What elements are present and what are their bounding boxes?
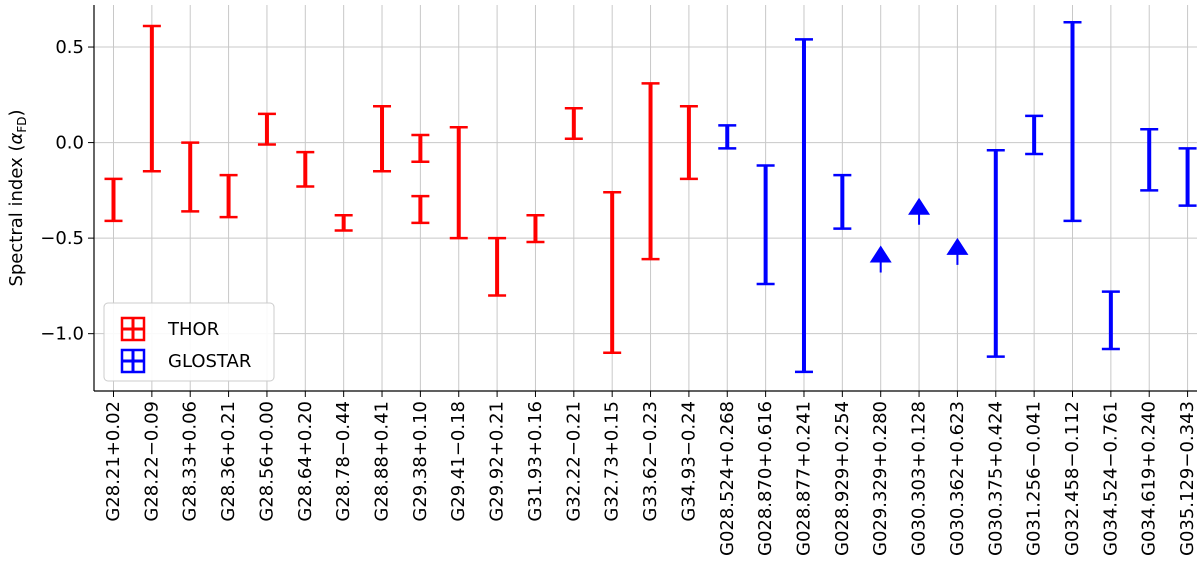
data-marks: [104, 20, 1197, 374]
x-tick-label: G034.524−0.761: [1100, 401, 1121, 556]
error-bar: [986, 148, 1005, 358]
x-tick-label: G030.303+0.128: [909, 401, 930, 556]
x-tick-label: G28.88+0.41: [372, 401, 393, 522]
y-axis-title-subscript: FD: [15, 116, 29, 132]
error-bar: [526, 213, 545, 244]
x-tick-label: G33.62−0.23: [640, 401, 661, 522]
error-bar: [104, 177, 123, 223]
legend-thor-label: THOR: [167, 319, 219, 340]
legend-thor-marker: [120, 316, 146, 342]
error-bar: [564, 106, 583, 141]
y-tick-label: −0.5: [40, 228, 84, 249]
error-bar: [219, 173, 238, 219]
x-tick-label: G032.458−0.112: [1062, 401, 1083, 556]
error-bar: [1063, 20, 1082, 223]
x-tick-label: G31.93+0.16: [525, 401, 546, 522]
error-bar: [756, 164, 775, 286]
error-bar: [373, 105, 392, 173]
x-tick-label: G29.41−0.18: [448, 401, 469, 522]
y-tick-label: −1.0: [40, 324, 84, 345]
legend: THOR GLOSTAR: [103, 302, 275, 382]
error-bar: [1101, 290, 1120, 351]
x-tick-label: G029.329+0.280: [870, 401, 891, 556]
y-axis-title-close: ): [6, 109, 27, 116]
error-bar: [1140, 127, 1159, 192]
error-bar: [142, 24, 161, 173]
x-tick-label: G34.93−0.24: [678, 401, 699, 522]
y-axis-title: Spectral index (αFD): [6, 109, 29, 286]
error-bar: [603, 191, 622, 355]
axes: [93, 5, 1197, 392]
x-tick-label: G28.22−0.09: [141, 401, 162, 522]
y-axis-title-symbol: α: [6, 133, 27, 145]
error-bar: [411, 194, 430, 225]
error-bar: [679, 105, 698, 181]
error-bar: [257, 112, 276, 146]
x-tick-label: G29.92+0.21: [487, 401, 508, 522]
error-bar: [296, 150, 315, 188]
x-tick-label: G29.38+0.10: [410, 401, 431, 522]
legend-glostar-marker: [120, 348, 146, 374]
error-bar: [1025, 114, 1044, 156]
x-tick-label: G32.73+0.15: [602, 401, 623, 522]
x-tick-label: G035.129−0.343: [1177, 401, 1198, 556]
x-tick-label: G28.78−0.44: [333, 401, 354, 522]
x-tick-label: G028.929+0.254: [832, 401, 853, 556]
x-tick-label: G030.362+0.623: [947, 401, 968, 556]
error-bar: [1178, 147, 1197, 207]
x-tick-label: G028.870+0.616: [755, 401, 776, 556]
lower-limit-arrowhead: [908, 197, 931, 215]
lower-limit-marker: [946, 237, 969, 265]
legend-box: [103, 302, 275, 382]
x-tick-label: G028.524+0.268: [717, 401, 738, 556]
x-tick-label: G28.33+0.06: [180, 401, 201, 522]
error-bar: [488, 236, 507, 297]
x-tick-label: G030.375+0.424: [985, 401, 1006, 556]
y-tick-label: 0.5: [55, 37, 84, 58]
x-tick-label: G031.256−0.041: [1024, 401, 1045, 556]
lower-limit-marker: [869, 245, 892, 273]
x-tick-label: G28.36+0.21: [218, 401, 239, 522]
x-tick-label: G034.619+0.240: [1139, 401, 1160, 556]
x-tick-label: G28.64+0.20: [295, 401, 316, 522]
error-bar: [334, 213, 353, 232]
error-bar: [641, 82, 660, 261]
legend-glostar-label: GLOSTAR: [168, 351, 251, 372]
error-bar: [718, 124, 737, 150]
lower-limit-marker: [908, 197, 931, 225]
x-tick-label: G32.22−0.21: [563, 401, 584, 522]
error-bar: [449, 126, 468, 240]
error-bar: [411, 133, 430, 163]
lower-limit-arrowhead: [869, 245, 892, 263]
error-bar: [794, 38, 813, 374]
tick-labels: G28.21+0.02 G28.22−0.09 G28.33+0.06 G28.36+…: [40, 37, 1198, 556]
x-tick-label: G028.877+0.241: [793, 401, 814, 556]
error-bar: [181, 141, 200, 213]
y-tick-label: 0.0: [55, 133, 84, 154]
x-tick-label: G28.56+0.00: [256, 401, 277, 522]
error-bar: [833, 173, 852, 230]
x-tick-label: G28.21+0.02: [103, 401, 124, 522]
lower-limit-arrowhead: [946, 237, 969, 255]
